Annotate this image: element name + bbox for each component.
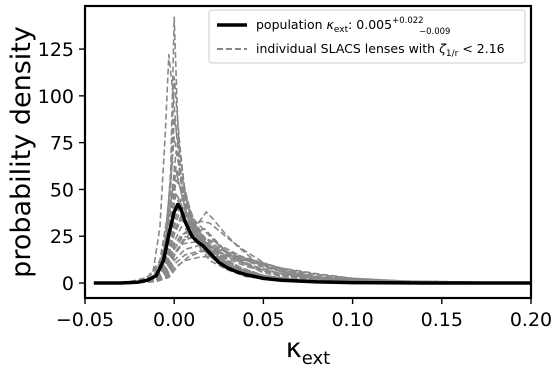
individual-lens-curve-24 xyxy=(93,237,531,284)
x-axis-label: κext xyxy=(286,333,330,365)
x-tick-label: 0.20 xyxy=(510,309,552,331)
x-tick-label: 0.10 xyxy=(331,309,373,331)
individual-lens-curve-21 xyxy=(93,250,531,284)
x-tick-label: 0.00 xyxy=(153,309,195,331)
x-tick-label: 0.15 xyxy=(421,309,463,331)
x-axis: −0.05 0.00 0.05 0.10 0.15 0.20 xyxy=(56,298,552,331)
y-axis-label: probability density xyxy=(6,26,37,278)
y-tick-label: 25 xyxy=(50,226,74,248)
x-tick-label: −0.05 xyxy=(56,309,114,331)
series-layer xyxy=(93,16,531,285)
y-tick-label: 50 xyxy=(50,179,74,201)
legend: population κext: 0.005+0.022 −0.009 indiv… xyxy=(208,9,526,64)
legend-population-label: population κext: 0.005+0.022 −0.009 xyxy=(256,16,450,37)
plot-frame xyxy=(83,4,533,300)
y-tick-label: 75 xyxy=(50,133,74,155)
y-tick-label: 100 xyxy=(38,86,74,108)
individual-lens-curve-23 xyxy=(93,231,531,284)
population-curve xyxy=(93,202,531,285)
individual-lens-curve-30 xyxy=(93,199,531,284)
x-tick-label: 0.05 xyxy=(242,309,284,331)
y-axis: 0 25 50 75 100 125 xyxy=(38,39,85,295)
y-tick-label: 0 xyxy=(62,273,74,295)
legend-box xyxy=(208,9,526,64)
legend-individual-label: individual SLACS lenses with ζ1/r < 2.16 xyxy=(256,41,505,59)
individual-lens-curve-22 xyxy=(93,214,531,284)
y-tick-label: 125 xyxy=(38,39,74,61)
